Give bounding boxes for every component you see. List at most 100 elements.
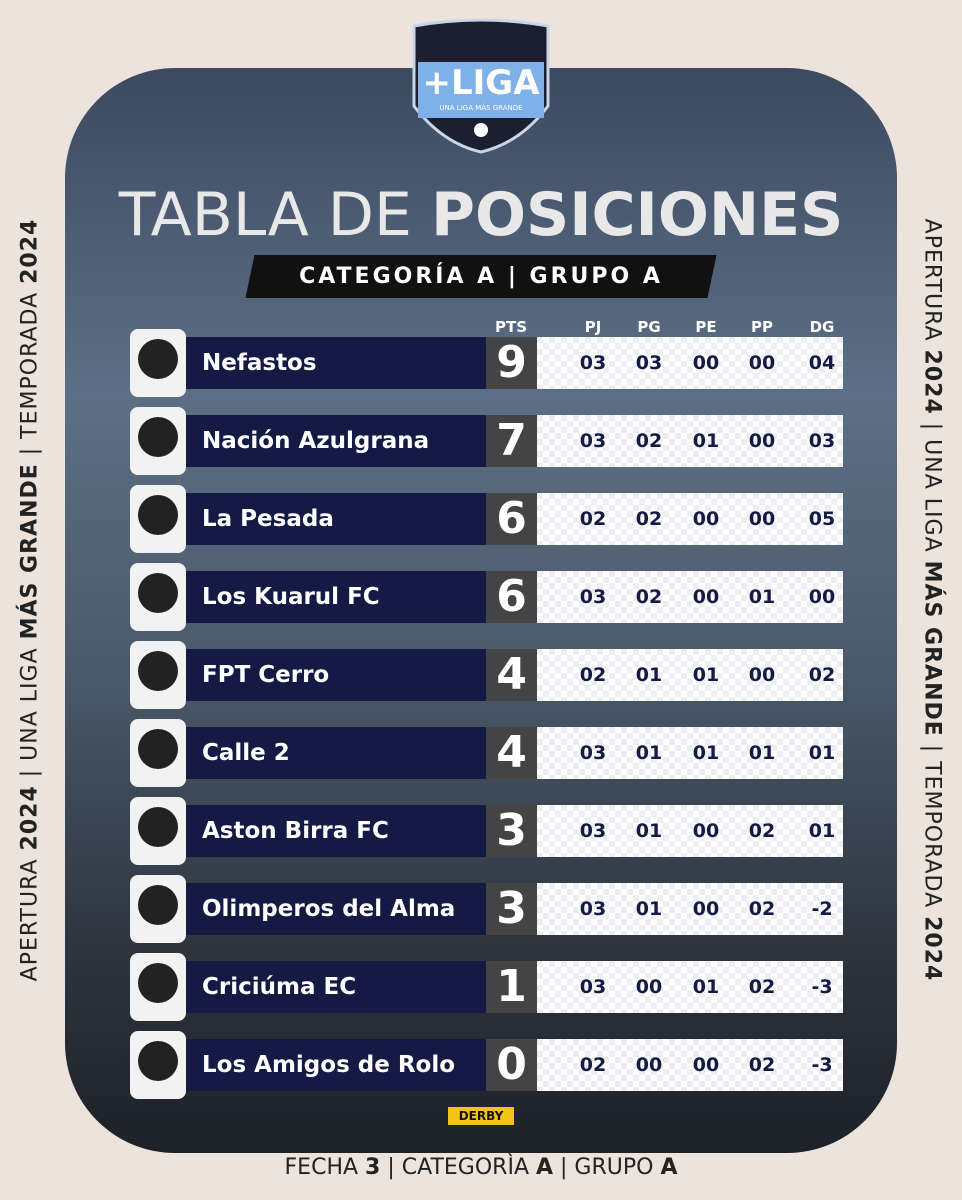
text-segment: MÁS GRANDE <box>17 463 43 640</box>
stat-cell: 00 <box>748 664 776 686</box>
team-crest <box>138 1041 178 1081</box>
team-logo <box>130 329 186 397</box>
stat-cell: 04 <box>808 352 836 374</box>
team-logo <box>130 797 186 865</box>
team-name: Nefastos <box>186 337 486 389</box>
text-segment: APERTURA <box>17 850 43 982</box>
text-segment: FECHA <box>284 1155 366 1180</box>
stat-cell: 03 <box>579 742 607 764</box>
title-bold: POSICIONES <box>431 180 844 250</box>
stats-bar <box>537 805 843 857</box>
stat-cell: -3 <box>811 1054 833 1076</box>
stat-cell: 00 <box>635 976 663 998</box>
league-logo: +LIGA UNA LIGA MÁS GRANDE <box>412 18 550 154</box>
points: 1 <box>486 961 537 1013</box>
team-crest <box>138 885 178 925</box>
subtitle: CATEGORÍA A | GRUPO A <box>299 264 663 289</box>
text-segment: A <box>660 1155 678 1180</box>
team-crest <box>138 495 178 535</box>
points: 7 <box>486 415 537 467</box>
stat-cell: 02 <box>635 430 663 452</box>
side-text-left: APERTURA 2024 | UNA LIGA MÁS GRANDE | TE… <box>18 219 43 982</box>
stats-bar <box>537 1039 843 1091</box>
team-name: Los Kuarul FC <box>186 571 486 623</box>
team-name: Aston Birra FC <box>186 805 486 857</box>
text-segment: | TEMPORADA <box>919 736 945 917</box>
text-segment: | GRUPO <box>553 1155 661 1180</box>
points: 3 <box>486 805 537 857</box>
team-logo <box>130 407 186 475</box>
stat-cell: 00 <box>692 586 720 608</box>
points: 3 <box>486 883 537 935</box>
points: 0 <box>486 1039 537 1091</box>
team-logo <box>130 953 186 1021</box>
team-crest <box>138 573 178 613</box>
stat-cell: 03 <box>635 352 663 374</box>
stats-bar <box>537 493 843 545</box>
stats-bar <box>537 961 843 1013</box>
text-segment: | UNA LIGA <box>17 639 43 786</box>
team-crest <box>138 807 178 847</box>
stat-cell: 03 <box>579 976 607 998</box>
stat-cell: 01 <box>692 742 720 764</box>
team-name: FPT Cerro <box>186 649 486 701</box>
title: TABLA DE POSICIONES <box>0 180 962 250</box>
team-crest <box>138 963 178 1003</box>
team-name: Los Amigos de Rolo <box>186 1039 486 1091</box>
footer: FECHA 3 | CATEGORÌA A | GRUPO A <box>0 1155 962 1180</box>
stat-cell: 00 <box>808 586 836 608</box>
sponsor: DERBY <box>448 1107 514 1125</box>
stat-cell: 00 <box>692 508 720 530</box>
logo-name: +LIGA <box>422 63 540 103</box>
team-name: La Pesada <box>186 493 486 545</box>
stat-cell: 03 <box>808 430 836 452</box>
stats-bar <box>537 415 843 467</box>
points: 4 <box>486 649 537 701</box>
title-light: TABLA DE <box>118 180 412 250</box>
team-crest <box>138 417 178 457</box>
text-segment: APERTURA <box>919 218 945 350</box>
stat-cell: 00 <box>748 430 776 452</box>
stat-cell: 03 <box>579 586 607 608</box>
logo-tagline: UNA LIGA MÁS GRANDE <box>439 103 522 112</box>
side-text-right: APERTURA 2024 | UNA LIGA MÁS GRANDE | TE… <box>920 219 945 982</box>
team-logo <box>130 563 186 631</box>
stat-cell: -3 <box>811 976 833 998</box>
stat-cell: 01 <box>692 430 720 452</box>
team-crest <box>138 729 178 769</box>
stat-cell: 02 <box>748 1054 776 1076</box>
text-segment: | CATEGORÌA <box>380 1155 536 1180</box>
text-segment: 2024 <box>17 785 43 851</box>
team-logo <box>130 485 186 553</box>
text-segment: | TEMPORADA <box>17 283 43 464</box>
stat-cell: 00 <box>748 352 776 374</box>
stat-cell: 00 <box>692 352 720 374</box>
stat-cell: 00 <box>692 898 720 920</box>
team-name: Calle 2 <box>186 727 486 779</box>
stat-cell: 02 <box>748 820 776 842</box>
text-segment: 3 <box>365 1155 381 1180</box>
stat-cell: 02 <box>748 976 776 998</box>
text-segment: MÁS GRANDE <box>919 560 945 737</box>
text-segment: 2024 <box>17 218 43 284</box>
stat-cell: 00 <box>748 508 776 530</box>
team-logo <box>130 641 186 709</box>
team-name: Criciúma EC <box>186 961 486 1013</box>
points: 6 <box>486 571 537 623</box>
column-header: PE <box>695 318 717 336</box>
points: 4 <box>486 727 537 779</box>
team-crest <box>138 651 178 691</box>
stat-cell: 02 <box>579 1054 607 1076</box>
team-name: Nación Azulgrana <box>186 415 486 467</box>
stat-cell: 05 <box>808 508 836 530</box>
text-segment: 2024 <box>919 916 945 982</box>
stat-cell: 03 <box>579 352 607 374</box>
points: 9 <box>486 337 537 389</box>
stats-bar <box>537 883 843 935</box>
text-segment: | UNA LIGA <box>919 414 945 561</box>
stats-bar <box>537 727 843 779</box>
stat-cell: 02 <box>579 664 607 686</box>
stat-cell: 01 <box>748 742 776 764</box>
text-segment: 2024 <box>919 349 945 415</box>
